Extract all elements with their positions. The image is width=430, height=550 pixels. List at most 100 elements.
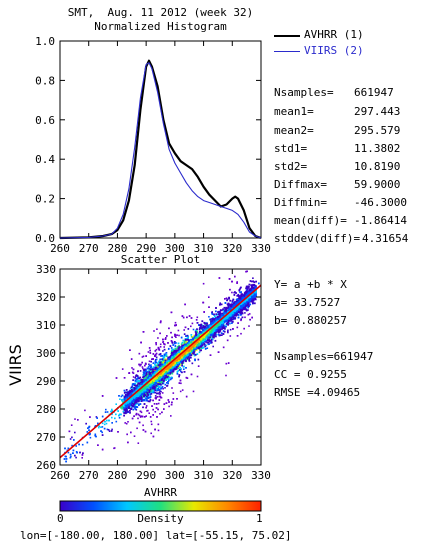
density-point bbox=[187, 336, 189, 339]
density-point bbox=[236, 282, 238, 284]
density-point bbox=[131, 383, 134, 386]
density-point bbox=[157, 386, 160, 388]
density-point bbox=[140, 411, 143, 414]
density-point bbox=[236, 335, 239, 337]
density-point bbox=[101, 415, 104, 418]
density-point bbox=[222, 330, 225, 332]
density-point bbox=[172, 344, 174, 346]
density-point bbox=[167, 378, 170, 381]
density-point bbox=[65, 458, 68, 460]
density-point bbox=[181, 315, 184, 317]
density-point bbox=[134, 408, 137, 410]
density-point bbox=[194, 358, 196, 361]
density-point bbox=[163, 343, 165, 345]
hist-y-tick-label: 0.6 bbox=[35, 114, 55, 127]
density-point bbox=[107, 429, 110, 431]
density-point bbox=[222, 346, 225, 349]
scatter-density-points bbox=[63, 270, 260, 463]
density-point bbox=[171, 336, 173, 339]
density-point bbox=[240, 332, 242, 335]
density-point bbox=[147, 366, 150, 368]
density-point bbox=[194, 350, 196, 352]
density-point bbox=[168, 405, 170, 408]
density-point bbox=[154, 350, 157, 352]
density-point bbox=[155, 358, 158, 361]
density-point bbox=[158, 349, 161, 351]
density-point bbox=[148, 412, 150, 414]
density-point bbox=[165, 377, 168, 379]
density-point bbox=[204, 348, 207, 350]
density-point bbox=[69, 456, 72, 459]
density-point bbox=[118, 417, 121, 419]
density-point bbox=[141, 361, 143, 364]
density-point bbox=[245, 285, 248, 288]
density-point bbox=[167, 399, 170, 401]
density-point bbox=[73, 439, 75, 441]
density-point bbox=[139, 416, 142, 418]
density-point bbox=[131, 385, 134, 387]
density-point bbox=[224, 298, 226, 300]
density-point bbox=[214, 315, 216, 317]
density-point bbox=[152, 353, 155, 355]
density-point bbox=[162, 387, 164, 390]
density-point bbox=[134, 405, 136, 407]
density-point bbox=[74, 431, 76, 434]
density-point bbox=[168, 327, 170, 330]
density-point bbox=[184, 326, 187, 329]
density-point bbox=[154, 363, 156, 366]
density-point bbox=[131, 417, 134, 420]
density-point bbox=[149, 394, 152, 396]
density-point bbox=[197, 358, 200, 361]
density-point bbox=[137, 442, 140, 444]
density-point bbox=[171, 372, 174, 375]
density-point bbox=[191, 322, 194, 325]
density-point bbox=[196, 375, 199, 378]
density-point bbox=[111, 408, 113, 411]
density-point bbox=[157, 408, 159, 411]
density-point bbox=[111, 413, 113, 416]
density-point bbox=[156, 403, 158, 405]
density-point bbox=[183, 341, 186, 343]
density-point bbox=[172, 392, 175, 394]
density-point bbox=[142, 406, 144, 409]
density-point bbox=[142, 424, 144, 427]
density-point bbox=[163, 353, 166, 356]
density-point bbox=[139, 380, 142, 382]
density-point bbox=[170, 340, 173, 342]
density-point bbox=[157, 389, 159, 391]
density-point bbox=[180, 370, 182, 373]
density-point bbox=[195, 349, 198, 351]
density-point bbox=[245, 270, 247, 273]
density-point bbox=[122, 410, 125, 413]
density-point bbox=[143, 403, 146, 405]
density-point bbox=[185, 341, 188, 343]
density-point bbox=[103, 423, 106, 426]
density-point bbox=[170, 331, 172, 334]
density-point bbox=[144, 368, 146, 371]
density-point bbox=[163, 354, 166, 357]
density-point bbox=[147, 351, 150, 353]
density-point bbox=[159, 358, 161, 361]
density-point bbox=[156, 389, 158, 392]
density-point bbox=[147, 409, 149, 412]
density-point bbox=[115, 420, 118, 423]
density-point bbox=[143, 369, 145, 372]
density-point bbox=[196, 322, 199, 324]
density-point bbox=[153, 403, 156, 405]
density-point bbox=[226, 339, 229, 342]
density-point bbox=[113, 447, 116, 449]
density-point bbox=[140, 363, 142, 366]
density-point bbox=[182, 362, 185, 364]
density-point bbox=[159, 346, 162, 348]
density-point bbox=[185, 395, 188, 398]
density-point bbox=[159, 382, 162, 384]
density-point bbox=[174, 335, 176, 337]
density-point bbox=[166, 382, 168, 384]
density-point bbox=[156, 328, 158, 330]
density-point bbox=[144, 376, 147, 379]
density-point bbox=[156, 416, 158, 418]
density-point bbox=[223, 325, 226, 327]
density-point bbox=[202, 282, 205, 285]
density-point bbox=[111, 410, 113, 412]
density-point bbox=[186, 337, 188, 340]
